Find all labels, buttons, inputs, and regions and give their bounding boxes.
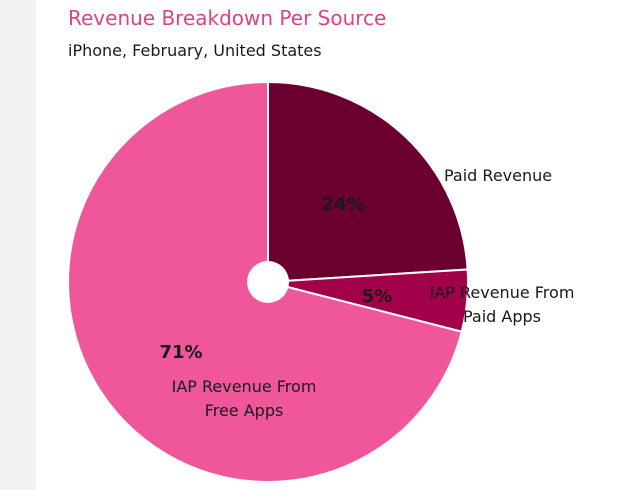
chart-subtitle: iPhone, February, United States [68, 41, 322, 60]
chart-title: Revenue Breakdown Per Source [68, 6, 387, 30]
slice-name-label-3: IAP Revenue From Free Apps [172, 377, 317, 420]
slice-name-line: Free Apps [205, 401, 284, 420]
slice-name-line: IAP Revenue From [430, 283, 575, 302]
left-margin-strip [0, 0, 36, 490]
slice-name-line: IAP Revenue From [172, 377, 317, 396]
pie-labels: 24% Paid Revenue 5% IAP Revenue From Paid Ap… [159, 166, 574, 420]
slice-name-line: Paid Apps [463, 307, 541, 326]
slice-percent-label-1: 24% [321, 194, 364, 215]
donut-hole [247, 261, 289, 303]
slice-name-label-1: Paid Revenue [444, 166, 552, 185]
slice-name-line: Paid Revenue [444, 166, 552, 185]
pie-slice-1 [267, 80, 469, 284]
slice-percent-label-2: 5% [362, 286, 393, 307]
slice-percent-label-3: 71% [159, 342, 202, 363]
slice-name-label-2: IAP Revenue From Paid Apps [430, 283, 575, 326]
